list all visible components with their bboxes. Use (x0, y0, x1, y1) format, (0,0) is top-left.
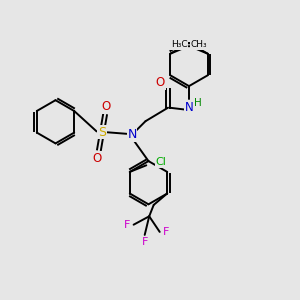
Text: N: N (127, 128, 137, 141)
Text: H: H (194, 98, 202, 108)
Text: N: N (184, 100, 194, 114)
Text: F: F (124, 220, 130, 230)
Text: H₃C: H₃C (171, 40, 188, 49)
Text: S: S (98, 126, 106, 139)
Text: F: F (142, 237, 148, 248)
Text: F: F (163, 227, 169, 237)
Text: Cl: Cl (155, 157, 166, 167)
Text: CH₃: CH₃ (190, 40, 207, 49)
Text: O: O (102, 100, 111, 113)
Text: O: O (93, 152, 102, 165)
Text: O: O (156, 76, 165, 89)
